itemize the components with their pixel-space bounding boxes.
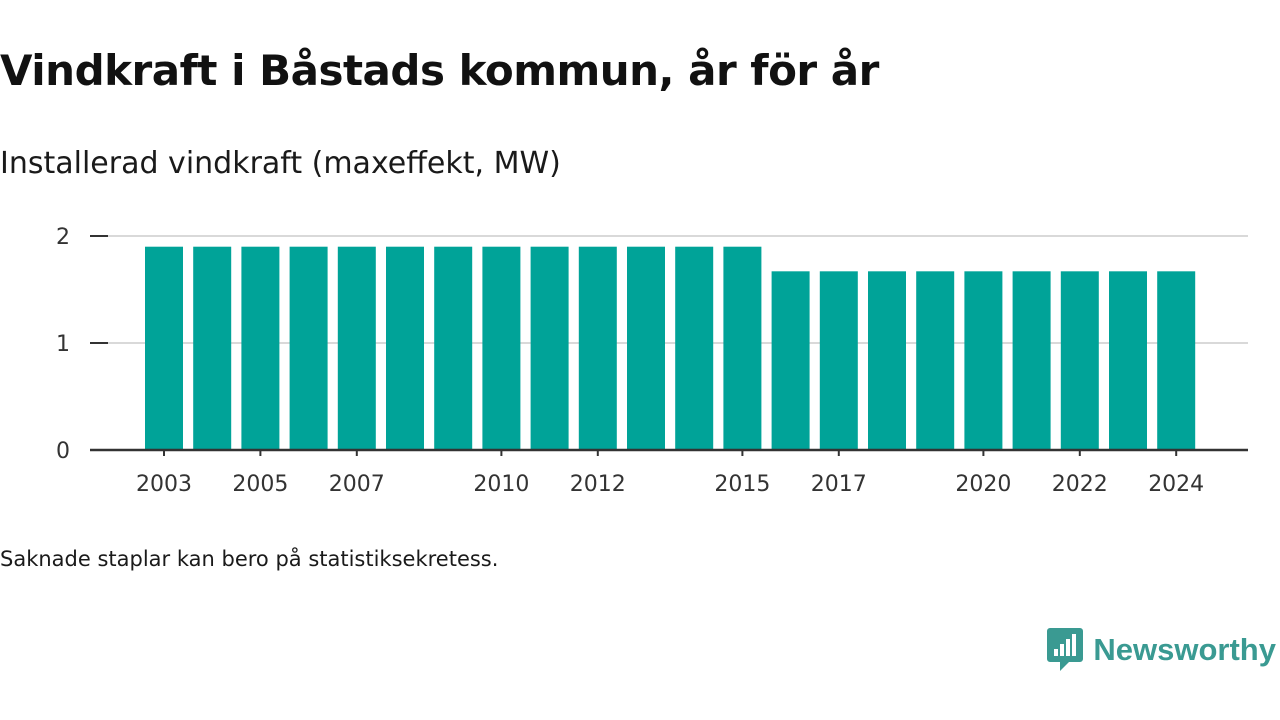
bar-2005 <box>241 246 280 450</box>
x-tick-label: 2017 <box>811 472 867 497</box>
bar-2012 <box>578 246 617 450</box>
bar-2007 <box>337 246 376 450</box>
bar-2023 <box>1109 271 1147 450</box>
bar-2006 <box>289 246 328 450</box>
bar-2020 <box>964 271 1003 450</box>
bar-2024 <box>1157 271 1196 450</box>
y-tick-label: 0 <box>56 439 70 464</box>
bar-2013 <box>627 246 665 450</box>
x-tick-label: 2003 <box>136 472 192 497</box>
bar-2004 <box>193 246 232 450</box>
bar-chart: 0 1 2 2003 2005 2007 2010 2012 2015 2017 2020 2022 2… <box>56 225 1248 497</box>
x-tick-label: 2022 <box>1052 472 1108 497</box>
y-tick-label: 1 <box>56 332 70 357</box>
bar-2017 <box>819 271 858 450</box>
tick-labels: 0 1 2 2003 2005 2007 2010 2012 2015 2017 2020 2022 2… <box>56 225 1204 497</box>
bar-2015 <box>723 246 762 450</box>
bar-2021 <box>1012 271 1051 450</box>
bar-2022 <box>1060 271 1099 450</box>
x-tick-label: 2015 <box>714 472 770 497</box>
x-tick-label: 2012 <box>570 472 626 497</box>
bar-2003 <box>145 246 183 450</box>
bar-2009 <box>434 246 473 450</box>
bar-2010 <box>482 246 521 450</box>
bar-2014 <box>675 246 714 450</box>
chart-subtitle: Installerad vindkraft (maxeffekt, MW) <box>0 146 561 181</box>
bar-2016 <box>771 271 810 450</box>
x-tick-label: 2010 <box>473 472 529 497</box>
brand-logo: Newsworthy <box>1047 628 1276 672</box>
bar-2018 <box>868 271 906 450</box>
x-tick-label: 2005 <box>232 472 288 497</box>
footnote: Saknade staplar kan bero på statistiksek… <box>0 547 499 571</box>
bar-2011 <box>530 246 569 450</box>
chart-title: Vindkraft i Båstads kommun, år för år <box>0 46 879 95</box>
y-tick-label: 2 <box>56 225 70 250</box>
bar-2019 <box>916 271 955 450</box>
x-tick-label: 2024 <box>1148 472 1204 497</box>
x-tick-label: 2007 <box>329 472 385 497</box>
newsworthy-logo-icon <box>1047 628 1084 671</box>
axes <box>90 235 1248 456</box>
x-tick-label: 2020 <box>955 472 1011 497</box>
gridlines <box>90 235 1248 344</box>
bar-2008 <box>386 246 424 450</box>
brand-name: Newsworthy <box>1093 632 1276 667</box>
bars <box>145 246 1196 450</box>
